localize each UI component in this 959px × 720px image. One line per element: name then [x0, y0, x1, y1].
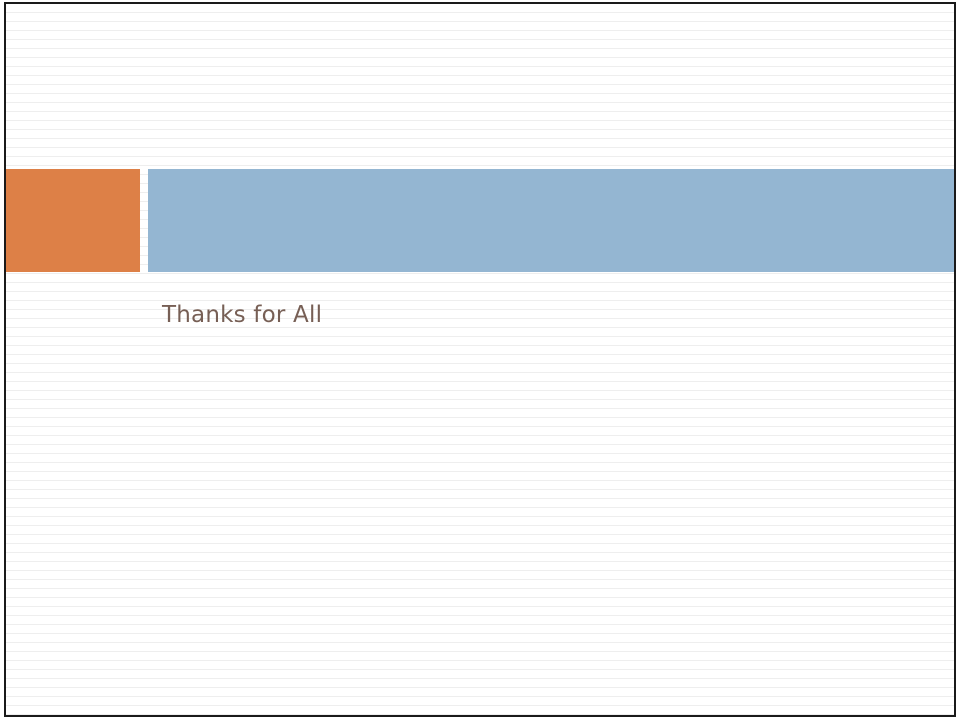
slide-subtitle: Thanks for All — [162, 302, 323, 328]
accent-block — [6, 169, 140, 272]
slide: Thanks for All — [4, 2, 956, 717]
title-band — [148, 169, 954, 272]
